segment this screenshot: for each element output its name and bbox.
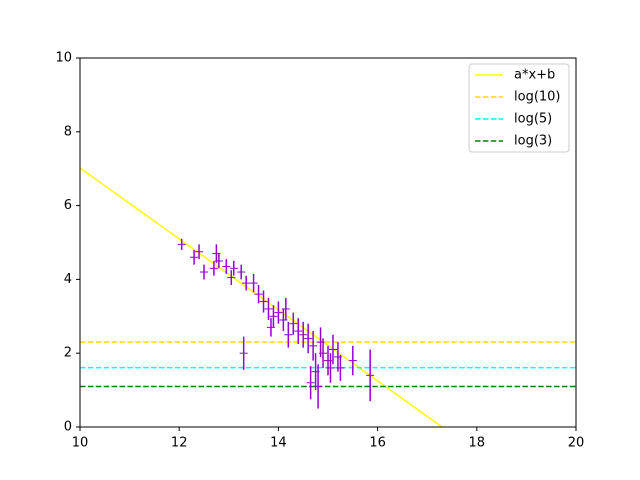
plot-area (80, 167, 576, 427)
axes-frame (79, 57, 577, 428)
legend-label: a*x+b (514, 68, 555, 83)
legend-box (468, 63, 570, 153)
x-tick-label: 20 (568, 436, 585, 451)
x-tick-label: 16 (369, 436, 386, 451)
y-tick-label: 0 (64, 420, 72, 435)
x-tick-label: 12 (171, 436, 188, 451)
y-tick-label: 8 (64, 124, 72, 139)
y-tick-label: 10 (55, 51, 72, 66)
x-tick-label: 10 (72, 436, 89, 451)
y-tick-label: 4 (64, 272, 72, 287)
x-tick-label: 18 (469, 436, 486, 451)
x-tick-label: 14 (270, 436, 287, 451)
legend-label: log(3) (514, 134, 552, 149)
y-tick-label: 2 (64, 346, 72, 361)
line (80, 167, 443, 427)
y-tick-label: 6 (64, 198, 72, 213)
legend-label: log(5) (514, 112, 552, 127)
legend-label: log(10) (514, 90, 561, 105)
